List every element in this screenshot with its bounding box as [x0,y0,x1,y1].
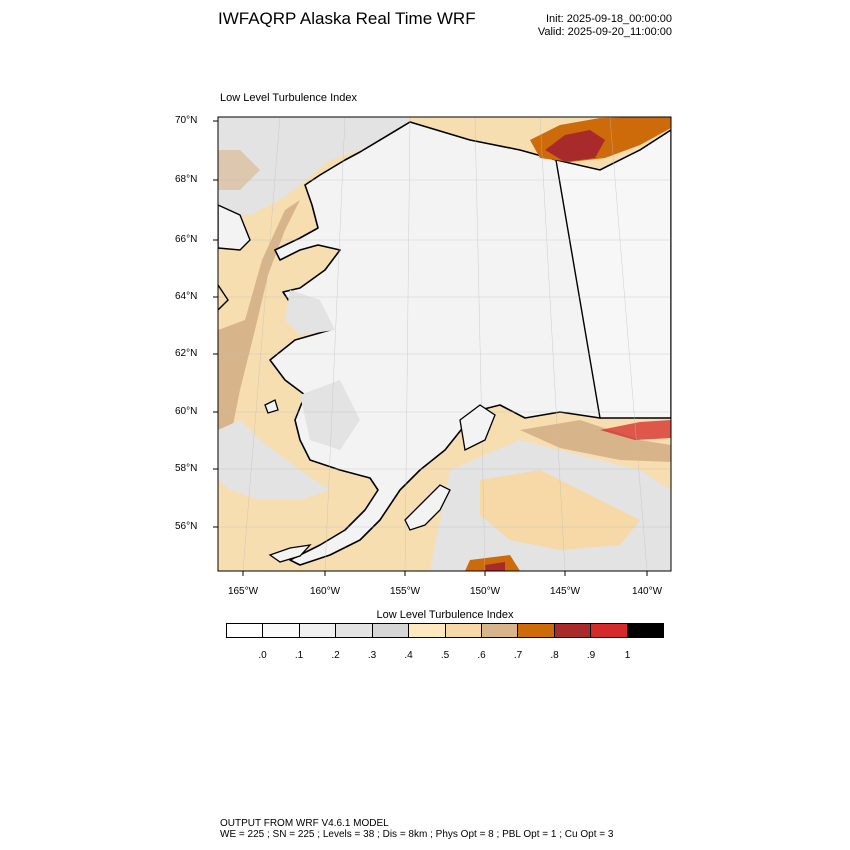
colorbar-title: Low Level Turbulence Index [376,609,514,621]
lat-label: 68°N [175,174,198,185]
colorbar-label: .0 [258,650,267,661]
bering-grey-patch [218,420,330,500]
land-grey-southwest [300,380,360,450]
graticule [218,117,671,571]
page-title: IWFAQRP Alaska Real Time WRF [218,9,476,28]
colorbar-label: .2 [331,650,340,661]
colorbar-swatch [591,624,628,637]
init-time: Init: 2025-09-18_00:00:00 [546,13,672,25]
land-grey-west [285,290,335,335]
lon-label: 160°W [309,586,341,597]
footer-line-2: WE = 225 ; SN = 225 ; Levels = 38 ; Dis … [220,829,614,840]
init-valid-times: Init: 2025-09-18_00:00:00 Valid: 2025-09… [538,13,672,39]
colorbar-swatch [554,624,592,637]
south-red-patch [485,562,505,571]
lon-label: 140°W [631,586,663,597]
colorbar-label: .9 [586,650,596,661]
lon-label: 155°W [389,586,421,597]
colorbar-swatch [336,624,373,637]
lat-label: 62°N [175,348,198,359]
map-field [218,117,671,571]
colorbar-label: .5 [440,650,450,661]
lat-label: 60°N [175,406,198,417]
arctic-grey-zone [218,117,410,215]
gulf-tan-swirl [480,470,640,550]
colorbar-label: .4 [404,650,413,661]
lon-label: 150°W [469,586,501,597]
colorbar-swatch [627,624,664,637]
lat-label: 56°N [175,521,198,532]
colorbar-label: .7 [513,650,523,661]
coastal-islands [264,399,496,563]
gulf-coastal-tan [520,420,671,462]
colorbar-label: .3 [367,650,377,661]
lat-label: 64°N [175,291,198,302]
plot-title: Low Level Turbulence Index [220,92,357,104]
colorbar-label: .6 [477,650,486,661]
lat-label: 70°N [175,115,198,126]
valid-time: Valid: 2025-09-20_11:00:00 [537,26,672,38]
map-frame [217,116,672,572]
colorbar [226,623,664,638]
axis-ticks [213,120,648,576]
colorbar-label: .1 [294,650,304,661]
canada-landmass [555,129,671,419]
russia-coast-2 [218,284,229,311]
lat-label: 66°N [175,234,198,245]
lon-label: 145°W [549,586,581,597]
model-footer: OUTPUT FROM WRF V4.6.1 MODEL WE = 225 ; … [220,818,613,840]
colorbar-swatch [445,624,482,637]
colorbar-swatch [263,624,300,637]
colorbar-swatch [481,624,519,637]
colorbar-label: .8 [550,650,559,661]
beaufort-red-area [545,130,605,162]
colorbar-swatch [299,624,337,637]
south-orange-patch [465,555,520,571]
colorbar-swatch [518,624,555,637]
footer-line-1: OUTPUT FROM WRF V4.6.1 MODEL [220,818,389,829]
colorbar-swatch [372,624,410,637]
bering-tan-band [218,200,300,440]
colorbar-swatch [409,624,446,637]
russia-coast [218,204,251,251]
lon-label: 165°W [227,586,259,597]
colorbar-label: 1 [624,650,631,661]
lat-label: 58°N [175,463,198,474]
colorbar-swatch [227,624,264,637]
